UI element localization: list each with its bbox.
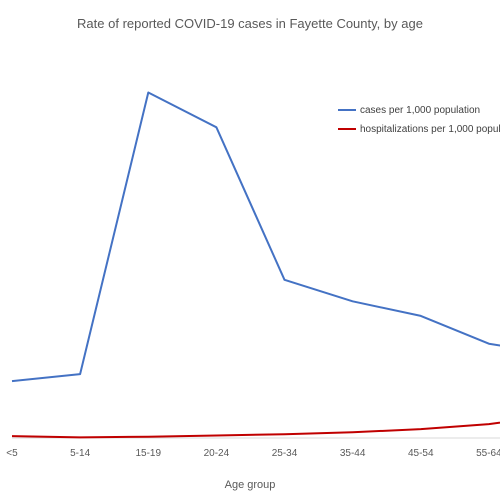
- x-tick-label: 5-14: [70, 448, 90, 459]
- x-axis-title: Age group: [225, 479, 276, 491]
- series-layer: [11, 91, 500, 439]
- legend-entry-cases: cases per 1,000 population: [338, 105, 480, 116]
- legend-label-hospitalizations: hospitalizations per 1,000 population: [360, 124, 500, 135]
- legend: cases per 1,000 population hospitalizati…: [338, 105, 500, 135]
- x-tick-label: 20-24: [204, 448, 230, 459]
- x-tick-label: 15-19: [135, 448, 161, 459]
- x-tick-label: <5: [6, 448, 18, 459]
- series-line-0: [11, 91, 500, 383]
- series-line-1: [11, 421, 500, 439]
- chart-title: Rate of reported COVID-19 cases in Fayet…: [77, 16, 423, 31]
- legend-label-cases: cases per 1,000 population: [360, 105, 480, 116]
- legend-entry-hospitalizations: hospitalizations per 1,000 population: [338, 124, 500, 135]
- x-tick-label: 45-54: [408, 448, 434, 459]
- x-tick-label: 25-34: [272, 448, 298, 459]
- x-tick-label: 55-64: [476, 448, 500, 459]
- x-tick-label: 35-44: [340, 448, 366, 459]
- plot-area: <55-1415-1920-2425-3435-4445-5455-6465-7…: [6, 91, 500, 459]
- x-tick-labels: <55-1415-1920-2425-3435-4445-5455-6465-7…: [6, 448, 500, 459]
